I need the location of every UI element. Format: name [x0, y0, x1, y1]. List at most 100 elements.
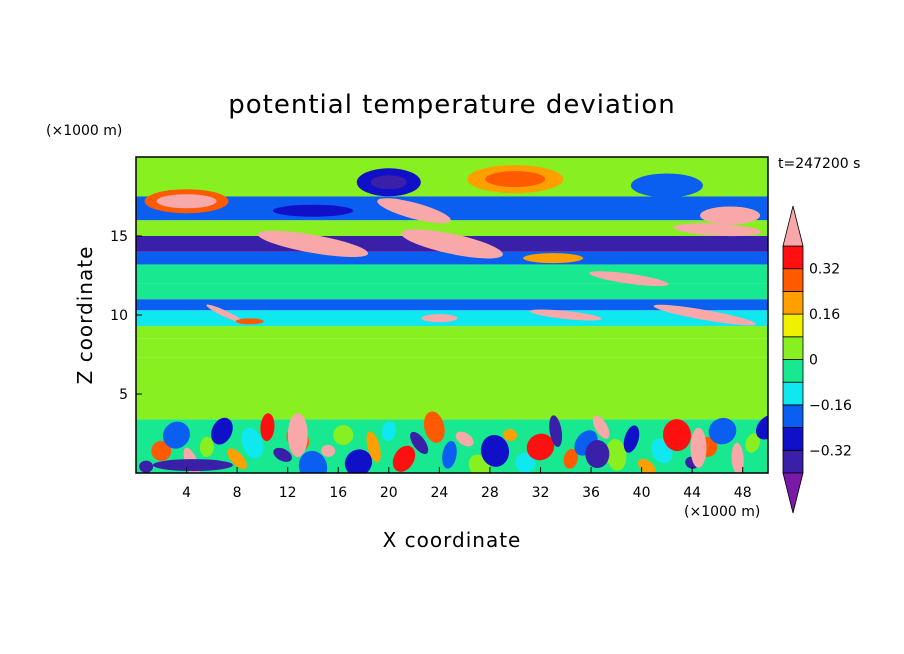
feature-eddy	[151, 440, 172, 461]
x-tick-label: 40	[633, 485, 651, 501]
feature-eddy	[333, 425, 354, 446]
feature-eddy	[503, 429, 518, 442]
y-axis: 5 10 15	[110, 229, 142, 403]
chart-title: potential temperature deviation	[228, 90, 675, 120]
x-tick-label: 28	[481, 485, 499, 501]
feature-eddy	[690, 427, 707, 468]
feature-eddy	[241, 427, 264, 459]
x-tick-label: 48	[734, 485, 752, 501]
time-label: t=247200 s	[778, 156, 860, 172]
x-tick-label: 12	[279, 485, 297, 501]
feature-lobe	[156, 194, 217, 209]
feature-lobe	[700, 206, 761, 225]
feature-filament	[673, 223, 762, 237]
colorbar-box	[782, 381, 804, 406]
colorbar-tick-label: −0.16	[809, 398, 852, 414]
feature-eddy	[455, 431, 474, 447]
feature-eddy	[662, 419, 692, 452]
x-tick-label: 4	[182, 485, 191, 501]
colorbar-tick-label: −0.32	[809, 443, 852, 459]
colorbar-box	[782, 336, 804, 360]
colorbar-box	[782, 290, 804, 315]
feature-filament	[257, 230, 369, 258]
colorbar	[782, 205, 804, 514]
band-7	[136, 264, 768, 284]
band-3	[136, 326, 768, 339]
band-10	[136, 220, 768, 236]
feature-eddy	[745, 433, 761, 453]
x-tick-label: 24	[430, 485, 448, 501]
feature-eddy	[344, 449, 373, 473]
feature-eddy	[287, 413, 308, 458]
feature-eddy	[321, 444, 336, 457]
colorbar-tick-label: 0.32	[809, 262, 840, 278]
feature-eddy	[549, 415, 563, 447]
band-8	[136, 251, 768, 265]
feature-filament	[401, 229, 503, 259]
band-2	[136, 338, 768, 358]
feature-filament	[235, 318, 264, 325]
feature-eddy	[592, 415, 610, 439]
feature-eddy	[162, 421, 190, 449]
colorbar-lower-extend	[782, 472, 804, 514]
feature-eddy	[260, 413, 275, 442]
band-6	[136, 283, 768, 300]
feature-eddy	[623, 425, 640, 453]
feature-eddy	[638, 458, 656, 473]
colorbar-box	[782, 427, 804, 451]
feature-filament	[206, 304, 243, 323]
feature-eddy	[563, 448, 579, 469]
feature-eddy	[526, 433, 555, 461]
band-5	[136, 299, 768, 311]
feature-eddy	[606, 438, 627, 471]
feature-lobe	[272, 204, 353, 217]
feature-filament	[523, 253, 584, 264]
colorbar-box	[782, 245, 804, 270]
feature-eddy	[381, 421, 396, 442]
feature-eddy	[152, 459, 233, 472]
colorbar-box	[782, 404, 804, 428]
feature-eddy	[410, 431, 429, 455]
feature-filament	[529, 309, 602, 321]
x-tick-label: 32	[532, 485, 550, 501]
plot-area	[136, 157, 768, 473]
feature-eddy	[366, 431, 381, 463]
feature-filament	[653, 304, 757, 326]
x-tick-label: 44	[683, 485, 701, 501]
x-unit-label: (×1000 m)	[684, 504, 760, 520]
feature-eddy	[139, 460, 154, 473]
feature-eddy	[442, 440, 457, 469]
feature-eddy	[199, 436, 214, 457]
feature-filament	[421, 314, 458, 323]
feature-eddy	[298, 450, 328, 473]
feature-eddy	[708, 417, 737, 445]
y-axis-label: Z coordinate	[73, 246, 97, 385]
y-tick-label: 10	[110, 308, 128, 324]
feature-eddy	[227, 448, 247, 470]
colorbar-box	[782, 313, 804, 338]
band-1	[136, 357, 768, 420]
feature-eddy	[585, 440, 610, 469]
feature-eddy	[755, 414, 768, 440]
colorbar-tick-label: 0	[809, 353, 818, 369]
y-tick-label: 15	[110, 229, 128, 245]
feature-lobe	[630, 173, 703, 198]
x-axis: 4 8 12 16 20 24 28 32 36 40 44 48	[182, 467, 752, 501]
colorbar-box	[782, 268, 804, 292]
feature-eddy	[515, 452, 536, 473]
feature-lobe	[370, 175, 407, 190]
band-11	[136, 196, 768, 221]
feature-lobe	[485, 171, 546, 188]
x-tick-label: 16	[329, 485, 347, 501]
feature-filament	[377, 198, 451, 224]
feature-eddy	[392, 445, 416, 472]
feature-eddy	[273, 447, 292, 462]
colorbar-box	[782, 449, 804, 474]
x-axis-label: X coordinate	[383, 528, 522, 552]
x-tick-label: 36	[582, 485, 600, 501]
x-tick-label: 20	[380, 485, 398, 501]
x-tick-label: 8	[233, 485, 242, 501]
feature-eddy	[731, 442, 744, 473]
feature-eddy	[423, 411, 445, 443]
